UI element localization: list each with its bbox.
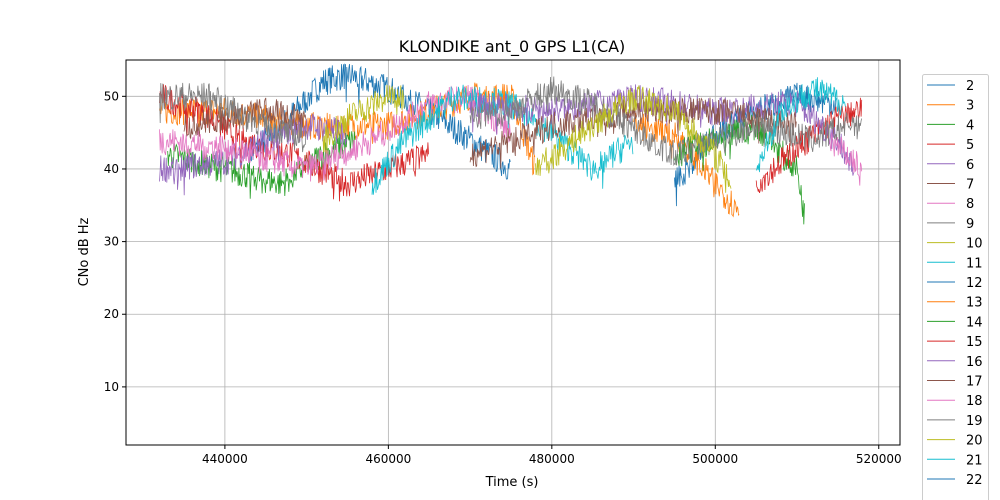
legend-label-7: 7 — [966, 178, 974, 193]
legend-label-19: 19 — [966, 414, 983, 429]
x-tick-label: 520000 — [856, 452, 902, 466]
series-line-17 — [469, 96, 797, 169]
y-tick-label: 30 — [104, 235, 119, 249]
legend-label-8: 8 — [966, 197, 974, 212]
series-line-21 — [755, 77, 846, 173]
legend-label-20: 20 — [966, 434, 983, 449]
y-tick-label: 40 — [104, 162, 119, 176]
series-line-9 — [159, 82, 307, 153]
legend-label-14: 14 — [966, 315, 983, 330]
legend-label-17: 17 — [966, 375, 983, 390]
ticks: 440000 460000 480000 500000 520000 10 20 30 40 50 — [104, 89, 902, 466]
legend-label-4: 4 — [966, 118, 974, 133]
series-line-10 — [322, 84, 405, 154]
legend-box — [922, 74, 989, 500]
legend-label-6: 6 — [966, 158, 974, 173]
legend-label-2: 2 — [966, 79, 974, 94]
legend-label-22: 22 — [966, 473, 983, 488]
legend-label-16: 16 — [966, 355, 983, 370]
series-lines — [159, 63, 863, 225]
series-line-11 — [371, 84, 634, 195]
legend: 2 3 4 5 6 7 8 9 10 11 12 13 14 15 16 17 18 19 20 21 22 — [922, 74, 989, 500]
y-tick-label: 20 — [104, 307, 119, 321]
legend-label-11: 11 — [966, 256, 983, 271]
series-line-19 — [469, 76, 863, 167]
x-tick-label: 480000 — [529, 452, 575, 466]
series-line-14 — [674, 114, 805, 225]
legend-label-21: 21 — [966, 453, 983, 468]
y-tick-label: 10 — [104, 380, 119, 394]
plot-frame — [125, 59, 901, 446]
x-tick-label: 440000 — [202, 452, 248, 466]
x-tick-label: 500000 — [692, 452, 738, 466]
legend-label-13: 13 — [966, 296, 983, 311]
y-tick-label: 50 — [104, 89, 119, 103]
legend-label-15: 15 — [966, 335, 983, 350]
y-axis-label: CNo dB Hz — [77, 217, 92, 286]
series-line-7 — [183, 97, 307, 140]
series-line-8 — [159, 84, 511, 182]
series-line-18 — [829, 132, 863, 186]
x-axis-label: Time (s) — [485, 475, 539, 490]
series-line-20 — [535, 85, 732, 193]
legend-label-9: 9 — [966, 217, 974, 232]
legend-label-12: 12 — [966, 276, 983, 291]
legend-label-18: 18 — [966, 394, 983, 409]
x-tick-label: 460000 — [365, 452, 411, 466]
legend-label-3: 3 — [966, 99, 974, 114]
legend-label-10: 10 — [966, 237, 983, 252]
legend-label-5: 5 — [966, 138, 974, 153]
series-line-6 — [159, 113, 348, 196]
chart-title: KLONDIKE ant_0 GPS L1(CA) — [399, 37, 626, 57]
